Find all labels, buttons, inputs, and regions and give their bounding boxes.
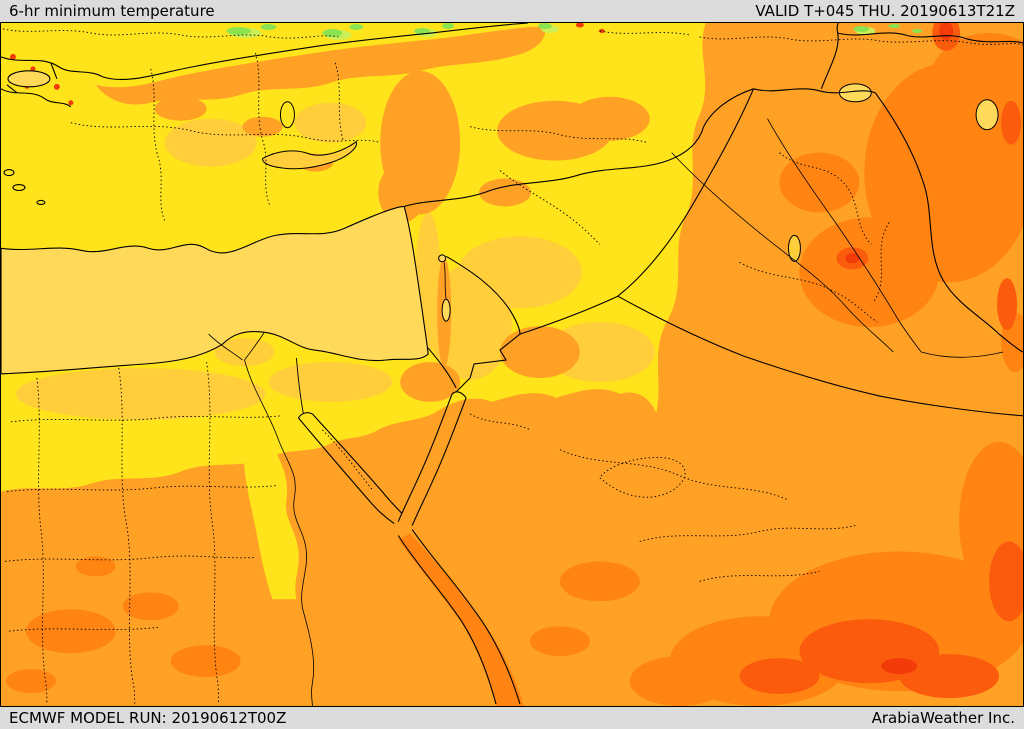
map-header: 6-hr minimum temperature VALID T+045 THU… [0,0,1024,22]
lakes [279,83,999,322]
nile-valley-yellow [243,425,299,600]
model-run-label: ECMWF MODEL RUN: 20190612T00Z [9,709,287,727]
branding-label: ArabiaWeather Inc. [871,709,1015,727]
temperature-map-svg [1,23,1023,706]
map-title: 6-hr minimum temperature [9,2,215,20]
temperature-map-canvas [0,22,1024,707]
rivers [208,118,1004,706]
admin-dotted-boundaries [2,28,1023,705]
temperature-field-green [226,23,923,40]
valid-time-label: VALID T+045 THU. 20190613T21Z [755,2,1015,20]
country-borders [404,23,1023,417]
temperature-field-red [9,23,954,675]
coastlines [1,23,529,705]
cyprus-island [261,140,358,170]
map-footer: ECMWF MODEL RUN: 20190612T00Z ArabiaWeat… [0,707,1024,729]
mediterranean-sea [1,70,429,375]
